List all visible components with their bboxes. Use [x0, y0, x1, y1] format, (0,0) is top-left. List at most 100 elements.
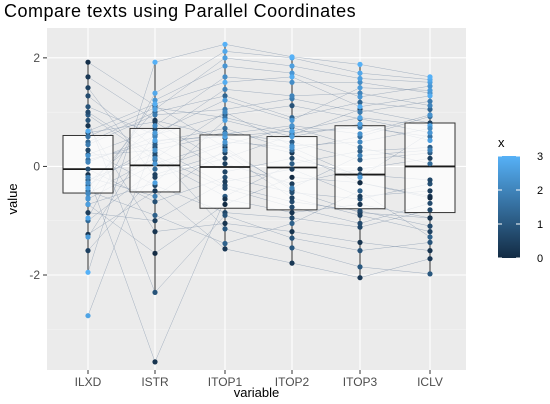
- data-point: [289, 189, 295, 196]
- parallel-line: [87, 125, 431, 251]
- data-point: [427, 234, 433, 240]
- data-point: [289, 174, 295, 180]
- data-point: [222, 131, 228, 137]
- data-point: [222, 74, 228, 80]
- data-point: [222, 155, 228, 161]
- data-point: [357, 75, 363, 82]
- x-tick-label: ITOP3: [343, 375, 378, 389]
- parallel-line: [87, 95, 431, 143]
- data-point: [357, 115, 363, 121]
- x-tick-label: ISTR: [141, 375, 169, 389]
- data-point: [152, 172, 158, 178]
- data-point: [357, 180, 363, 186]
- data-point: [152, 123, 158, 129]
- data-point: [289, 166, 295, 172]
- y-tick-label: 2: [33, 51, 40, 65]
- data-point: [222, 161, 228, 167]
- data-point: [222, 125, 228, 131]
- data-point: [222, 174, 228, 180]
- data-point: [85, 85, 91, 91]
- data-point: [222, 93, 228, 99]
- data-point: [222, 246, 228, 252]
- data-point: [289, 215, 295, 221]
- data-point: [152, 289, 158, 295]
- data-point: [289, 161, 295, 167]
- data-point: [427, 248, 433, 254]
- data-point: [222, 86, 228, 92]
- data-point: [427, 147, 433, 153]
- data-point: [85, 234, 91, 240]
- data-point: [427, 125, 433, 131]
- data-point: [289, 79, 295, 85]
- data-point: [85, 215, 91, 221]
- data-point: [357, 61, 363, 67]
- data-point: [85, 104, 91, 110]
- data-point: [85, 74, 91, 80]
- data-point: [427, 134, 433, 140]
- data-point: [85, 185, 91, 191]
- data-point: [357, 153, 363, 159]
- data-point: [427, 83, 433, 89]
- data-point: [222, 240, 228, 247]
- data-point: [427, 112, 433, 118]
- data-point: [85, 159, 91, 165]
- data-point: [357, 275, 363, 281]
- data-point: [427, 271, 433, 277]
- data-point: [152, 106, 158, 112]
- data-point: [427, 239, 433, 245]
- data-point: [357, 121, 363, 127]
- data-point: [152, 97, 158, 103]
- data-point: [357, 131, 363, 137]
- data-point: [222, 139, 228, 145]
- data-point: [85, 123, 91, 129]
- data-point: [357, 220, 363, 226]
- data-point: [289, 63, 295, 69]
- data-point: [357, 201, 363, 207]
- data-point: [222, 169, 228, 175]
- data-point: [85, 117, 91, 123]
- data-point: [289, 103, 295, 109]
- data-point: [427, 87, 433, 93]
- data-point: [289, 134, 295, 140]
- data-point: [222, 63, 228, 69]
- data-point: [427, 177, 433, 183]
- data-point: [222, 185, 228, 191]
- data-point: [85, 248, 91, 254]
- legend-tick-label: 1: [537, 219, 543, 231]
- data-point: [85, 180, 91, 186]
- data-point: [85, 147, 91, 153]
- data-point: [222, 201, 228, 207]
- data-point: [289, 54, 295, 60]
- data-point: [427, 188, 433, 194]
- y-tick-label: 0: [33, 159, 40, 173]
- data-point: [289, 74, 295, 80]
- color-legend-bar: [498, 156, 520, 258]
- data-point: [152, 101, 158, 107]
- data-point: [357, 144, 363, 150]
- data-point: [357, 212, 363, 218]
- data-point: [222, 97, 228, 103]
- data-point: [427, 98, 433, 104]
- data-point: [357, 70, 363, 76]
- x-tick-label: ICLV: [417, 375, 443, 389]
- y-tick-label: -2: [29, 268, 40, 282]
- data-point: [289, 93, 295, 99]
- data-point: [85, 109, 91, 115]
- data-point: [152, 359, 158, 365]
- data-point: [427, 93, 433, 99]
- data-point: [357, 264, 363, 270]
- data-point: [357, 166, 363, 172]
- parallel-line: [87, 51, 431, 219]
- data-point: [289, 210, 295, 216]
- data-point: [289, 117, 295, 123]
- data-point: [289, 128, 295, 134]
- data-point: [85, 269, 91, 275]
- data-point: [152, 188, 158, 194]
- legend-tick-label: 0: [537, 253, 543, 265]
- data-point: [85, 142, 91, 148]
- data-point: [222, 79, 228, 85]
- data-point: [357, 85, 363, 91]
- data-point: [357, 148, 363, 154]
- parallel-line: [87, 120, 431, 293]
- data-point: [357, 99, 363, 105]
